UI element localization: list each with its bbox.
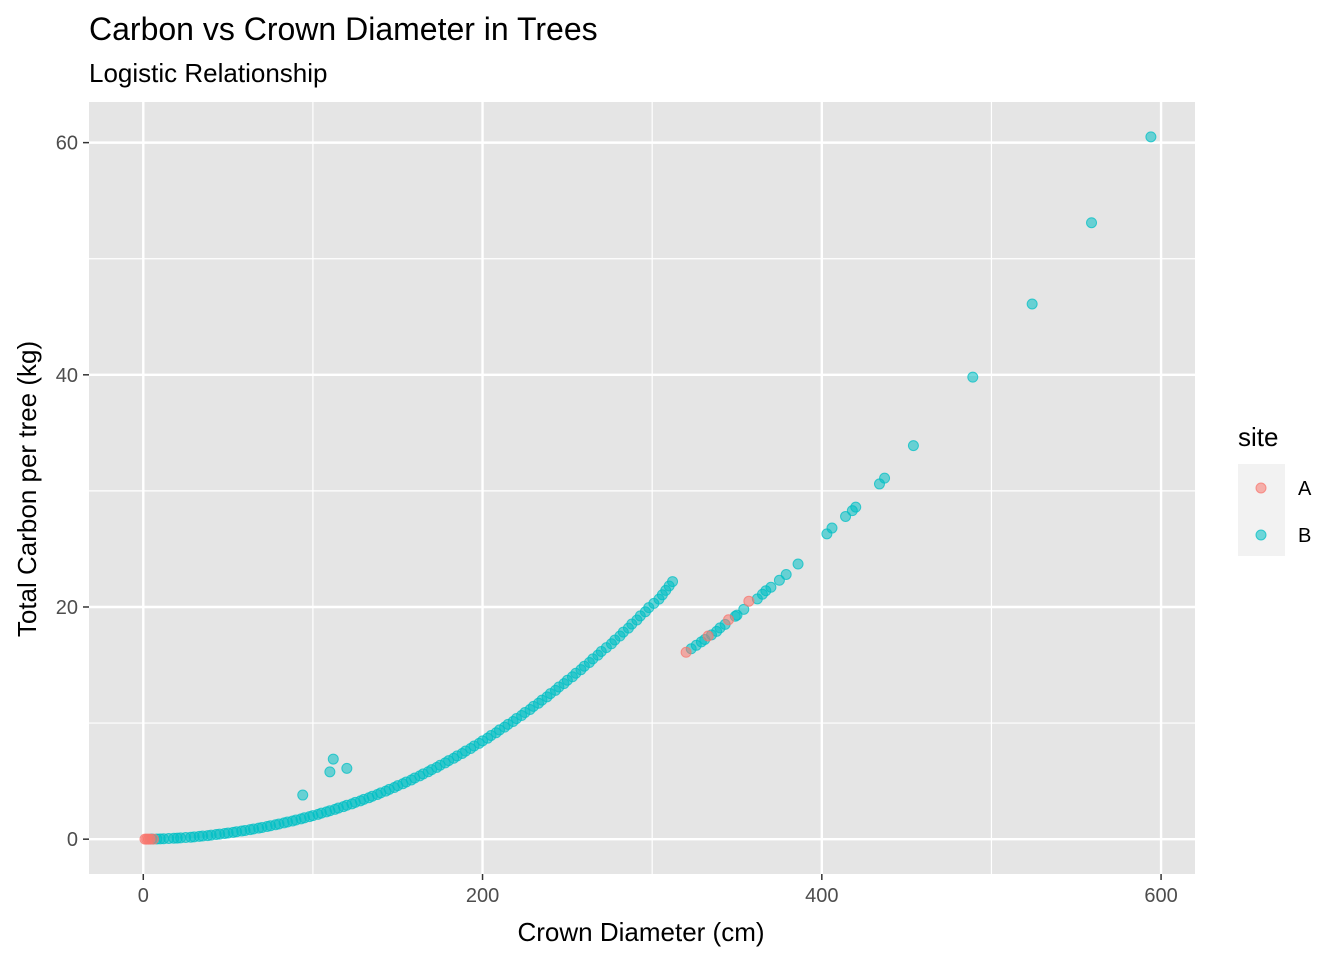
data-point-b <box>327 753 339 765</box>
panel-background <box>89 102 1195 874</box>
y-axis-ticks: 0 20 40 60 <box>56 133 89 851</box>
legend-label-a: A <box>1298 478 1312 500</box>
series-a <box>139 595 755 845</box>
data-point-b <box>738 603 750 615</box>
plot-panel <box>89 102 1195 874</box>
data-point-b <box>826 522 838 534</box>
legend-key-background <box>1238 464 1285 556</box>
data-point-b <box>792 558 804 570</box>
data-point-a <box>147 833 159 845</box>
legend-label-b: B <box>1298 525 1311 547</box>
data-point-b <box>1026 298 1038 310</box>
data-point-b <box>324 766 336 778</box>
data-point-b <box>1145 131 1157 143</box>
legend-key-b <box>1255 529 1267 541</box>
data-point-a <box>743 595 755 607</box>
legend-key-a <box>1255 482 1267 494</box>
data-point-b <box>667 576 679 588</box>
data-point-b <box>341 762 353 774</box>
legend: site A B <box>1238 422 1312 556</box>
y-tick-label: 20 <box>56 597 78 619</box>
legend-title: site <box>1238 422 1278 452</box>
data-point-b <box>907 440 919 452</box>
x-tick-label: 200 <box>466 885 499 907</box>
data-point-b <box>879 472 891 484</box>
data-point-b <box>765 581 777 593</box>
data-point-b <box>850 501 862 513</box>
x-tick-label: 0 <box>138 885 149 907</box>
series-b <box>146 131 1157 845</box>
y-tick-label: 60 <box>56 133 78 155</box>
data-point-b <box>780 568 792 580</box>
data-point-b <box>1086 217 1098 229</box>
data-point-b <box>297 789 309 801</box>
y-tick-label: 0 <box>67 829 78 851</box>
chart-subtitle: Logistic Relationship <box>89 58 327 88</box>
x-tick-label: 600 <box>1144 885 1177 907</box>
x-axis-ticks: 0 200 400 600 <box>138 874 1178 907</box>
data-point-b <box>967 371 979 383</box>
data-point-a <box>702 630 714 642</box>
x-tick-label: 400 <box>805 885 838 907</box>
data-point-a <box>680 646 692 658</box>
chart-title: Carbon vs Crown Diameter in Trees <box>89 11 598 47</box>
y-tick-label: 40 <box>56 365 78 387</box>
x-axis-title: Crown Diameter (cm) <box>517 917 764 947</box>
data-point-a <box>723 614 735 626</box>
y-axis-title: Total Carbon per tree (kg) <box>12 341 42 637</box>
